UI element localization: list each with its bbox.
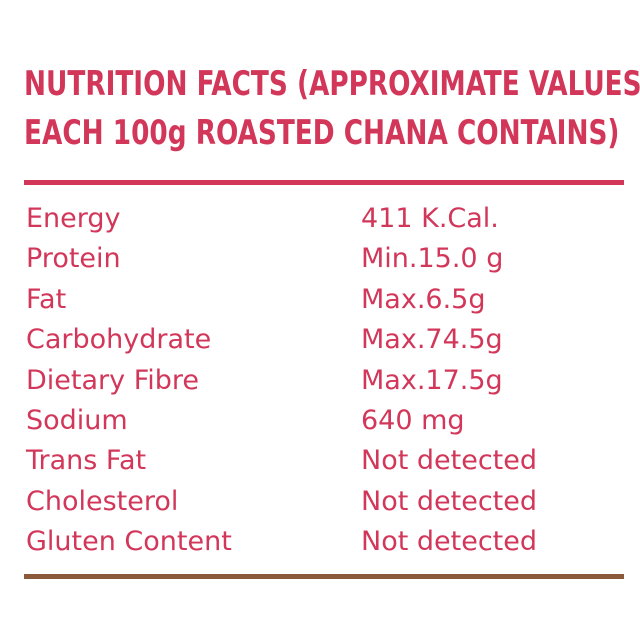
nutrition-row-sodium: Sodium 640 mg <box>26 401 626 441</box>
nutrient-value: 411 K.Cal. <box>361 203 499 234</box>
nutrient-label: Protein <box>26 243 121 275</box>
nutrient-label: Trans Fat <box>26 445 147 477</box>
nutrient-value: Not detected <box>361 445 538 477</box>
nutrition-table: Energy 411 K.Cal. Protein Min.15.0 g Fat… <box>26 199 626 563</box>
nutrition-row-cholesterol: Cholesterol Not detected <box>26 482 626 522</box>
nutrient-label: Gluten Content <box>26 526 232 558</box>
nutrient-label: Sodium <box>26 404 128 436</box>
top-divider <box>24 180 624 185</box>
nutrient-value: Max.6.5g <box>361 283 486 315</box>
heading-line-2: EACH 100g ROASTED CHANA CONTAINS) <box>24 113 620 153</box>
nutrient-value: Not detected <box>361 526 538 558</box>
nutrient-label: Energy <box>26 203 121 234</box>
nutrient-value: Max.74.5g <box>361 324 503 356</box>
nutrient-label: Cholesterol <box>26 485 179 517</box>
bottom-divider <box>24 574 624 579</box>
nutrient-label: Carbohydrate <box>26 324 212 356</box>
nutrition-row-protein: Protein Min.15.0 g <box>26 239 626 279</box>
heading-line-1: NUTRITION FACTS (APPROXIMATE VALUES <box>24 64 640 104</box>
nutrient-label: Dietary Fibre <box>26 364 200 396</box>
nutrient-label: Fat <box>26 283 67 315</box>
nutrition-row-carbohydrate: Carbohydrate Max.74.5g <box>26 320 626 360</box>
nutrition-row-dietary-fibre: Dietary Fibre Max.17.5g <box>26 361 626 401</box>
nutrient-value: Min.15.0 g <box>361 243 504 275</box>
nutrition-row-gluten-content: Gluten Content Not detected <box>26 522 626 562</box>
nutrition-row-trans-fat: Trans Fat Not detected <box>26 441 626 481</box>
nutrition-row-energy: Energy 411 K.Cal. <box>26 199 626 239</box>
nutrient-value: Max.17.5g <box>361 364 503 396</box>
nutrition-row-fat: Fat Max.6.5g <box>26 280 626 320</box>
nutrient-value: 640 mg <box>361 404 465 436</box>
nutrient-value: Not detected <box>361 485 538 517</box>
